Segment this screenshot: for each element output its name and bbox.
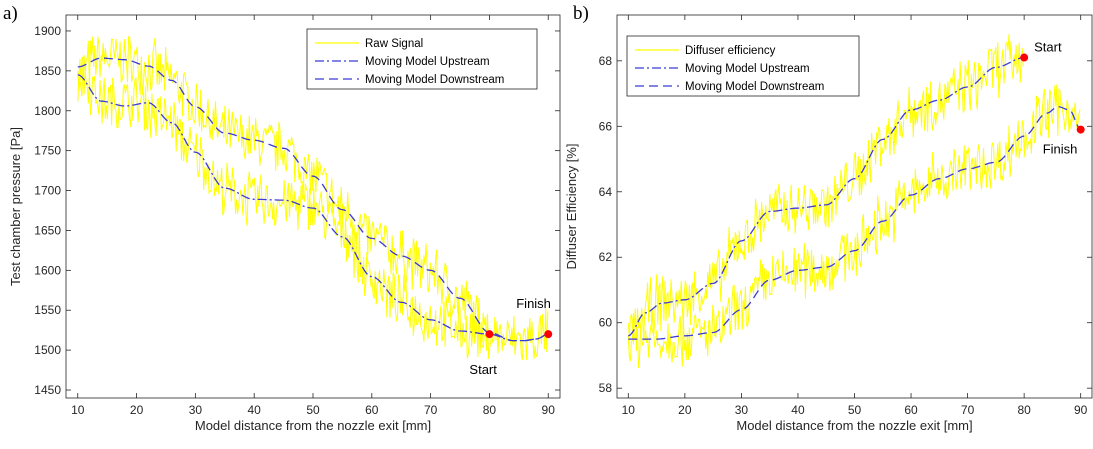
x-tick-label: 20 — [130, 403, 144, 417]
series-0 — [627, 34, 1081, 368]
marker-finish — [1076, 125, 1085, 134]
x-tick-label: 70 — [424, 403, 438, 417]
marker-start — [485, 330, 494, 339]
x-tick-label: 30 — [189, 403, 203, 417]
legend-label: Moving Model Downstream — [685, 81, 824, 93]
y-tick-label: 1800 — [34, 104, 61, 118]
series-2 — [77, 57, 549, 342]
y-axis-title: Diffuser Efficiency [%] — [564, 144, 579, 270]
chart-a: a) Start Finish 10 20 30 40 50 60 70 80 90 1450 1500 1… — [3, 3, 561, 433]
raw-signal-trace — [77, 57, 549, 361]
x-axis-title: Model distance from the nozzle exit [mm] — [736, 418, 972, 433]
x-tick-label: 90 — [542, 403, 556, 417]
series-1 — [77, 74, 549, 342]
y-tick-label: 1600 — [34, 263, 61, 277]
y-tick-label: 62 — [599, 250, 613, 264]
x-tick-label: 30 — [735, 403, 749, 417]
y-tick-label: 1700 — [34, 184, 61, 198]
x-tick-label: 60 — [904, 403, 918, 417]
panel-label: b) — [573, 3, 589, 24]
raw-signal-trace — [627, 84, 1081, 368]
legend-label: Moving Model Upstream — [365, 56, 490, 68]
legend: Diffuser efficiency Moving Model Upstream… — [626, 35, 860, 97]
raw-signal-trace — [77, 36, 489, 354]
x-axis-title: Model distance from the nozzle exit [mm] — [195, 418, 431, 433]
legend: Raw Signal Moving Model Upstream Moving Mo… — [306, 28, 538, 90]
annotation-finish: Finish — [1043, 142, 1078, 157]
x-tick-label: 80 — [483, 403, 497, 417]
marker-start — [1020, 53, 1029, 62]
series-1 — [628, 56, 1025, 337]
x-tick-label: 60 — [365, 403, 379, 417]
y-tick-label: 66 — [599, 119, 613, 133]
plot-area — [627, 34, 1082, 368]
y-tick-label: 1850 — [34, 64, 61, 78]
legend-label: Raw Signal — [365, 38, 423, 50]
annotation-finish: Finish — [516, 296, 551, 311]
x-tick-label: 20 — [678, 403, 692, 417]
chart-b: b) Start Finish 10 20 30 40 50 60 70 80 90 58 60 62 64 6… — [564, 3, 1093, 433]
y-tick-label: 1450 — [34, 383, 61, 397]
legend-label: Moving Model Upstream — [685, 63, 810, 75]
x-tick-label: 40 — [248, 403, 262, 417]
series-0 — [77, 36, 549, 361]
series-line — [77, 74, 549, 342]
y-axis-title: Test chamber pressure [Pa] — [8, 127, 23, 286]
legend-label: Diffuser efficiency — [685, 45, 776, 57]
series-line — [628, 56, 1025, 337]
x-tick-label: 50 — [848, 403, 862, 417]
annotation-start: Start — [1034, 40, 1062, 55]
y-tick-label: 1750 — [34, 144, 61, 158]
panel-label: a) — [3, 3, 18, 24]
y-tick-label: 1500 — [34, 343, 61, 357]
y-tick-label: 58 — [599, 381, 613, 395]
raw-signal-trace — [627, 34, 1024, 351]
x-tick-label: 40 — [791, 403, 805, 417]
series-line — [77, 57, 549, 342]
y-tick-label: 60 — [599, 316, 613, 330]
x-tick-label: 10 — [622, 403, 636, 417]
x-tick-label: 50 — [306, 403, 320, 417]
y-tick-label: 68 — [599, 54, 613, 68]
series-line — [628, 106, 1082, 340]
y-tick-label: 1550 — [34, 303, 61, 317]
y-tick-label: 1650 — [34, 223, 61, 237]
plot-area — [77, 36, 549, 361]
x-tick-label: 80 — [1017, 403, 1031, 417]
x-tick-label: 70 — [961, 403, 975, 417]
series-2 — [628, 106, 1082, 340]
x-tick-label: 10 — [71, 403, 85, 417]
y-tick-label: 1900 — [34, 24, 61, 38]
x-tick-label: 90 — [1074, 403, 1088, 417]
y-tick-label: 64 — [599, 185, 613, 199]
annotation-start: Start — [469, 362, 497, 377]
legend-label: Moving Model Downstream — [365, 74, 504, 86]
marker-finish — [544, 330, 553, 339]
